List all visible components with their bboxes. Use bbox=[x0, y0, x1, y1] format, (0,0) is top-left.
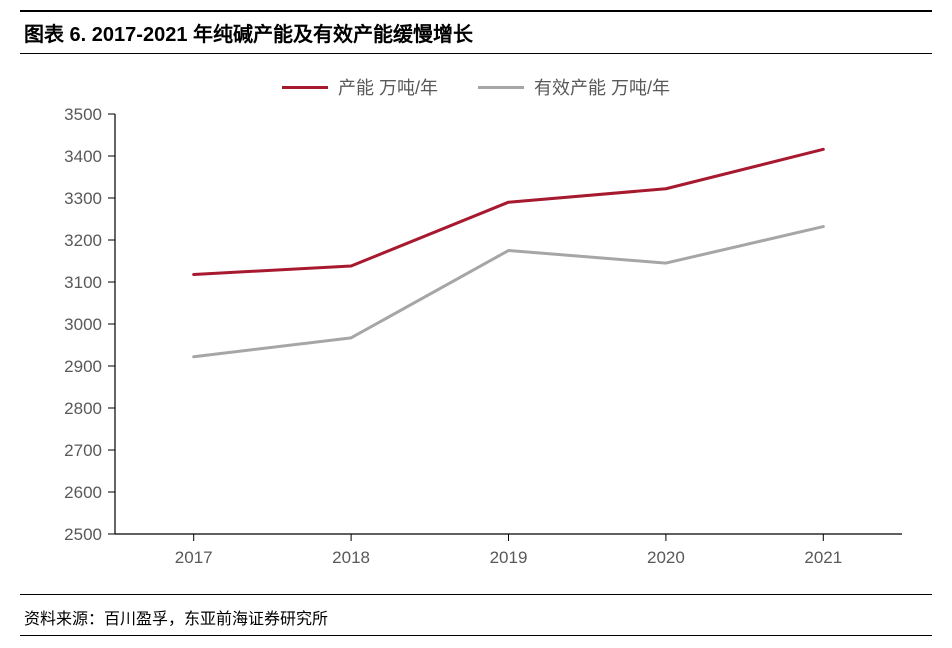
chart-source: 资料来源：百川盈孚，东亚前海证券研究所 bbox=[20, 595, 932, 636]
svg-text:2900: 2900 bbox=[64, 357, 102, 376]
svg-text:3500: 3500 bbox=[64, 105, 102, 124]
svg-text:3000: 3000 bbox=[64, 315, 102, 334]
svg-text:3400: 3400 bbox=[64, 147, 102, 166]
svg-text:3300: 3300 bbox=[64, 189, 102, 208]
legend-item: 有效产能 万吨/年 bbox=[478, 74, 670, 100]
legend-label: 有效产能 万吨/年 bbox=[534, 74, 670, 100]
svg-text:2018: 2018 bbox=[332, 548, 370, 567]
svg-text:2020: 2020 bbox=[647, 548, 685, 567]
chart-legend: 产能 万吨/年 有效产能 万吨/年 bbox=[20, 74, 932, 100]
svg-text:2500: 2500 bbox=[64, 525, 102, 544]
svg-text:2600: 2600 bbox=[64, 483, 102, 502]
chart-title: 图表 6. 2017-2021 年纯碱产能及有效产能缓慢增长 bbox=[20, 10, 932, 54]
svg-text:3200: 3200 bbox=[64, 231, 102, 250]
svg-text:2700: 2700 bbox=[64, 441, 102, 460]
svg-text:2021: 2021 bbox=[804, 548, 842, 567]
legend-label: 产能 万吨/年 bbox=[338, 74, 438, 100]
svg-text:3100: 3100 bbox=[64, 273, 102, 292]
svg-text:2017: 2017 bbox=[175, 548, 213, 567]
chart-plot-area: 2500 2600 2700 2800 2900 3000 3100 3200 3300 3400… bbox=[20, 54, 932, 594]
line-chart: 产能 万吨/年 有效产能 万吨/年 2500 2600 2700 2800 2900 30… bbox=[20, 54, 932, 594]
svg-text:2019: 2019 bbox=[490, 548, 528, 567]
legend-swatch bbox=[478, 86, 524, 89]
svg-text:2800: 2800 bbox=[64, 399, 102, 418]
legend-item: 产能 万吨/年 bbox=[282, 74, 438, 100]
legend-swatch bbox=[282, 86, 328, 89]
